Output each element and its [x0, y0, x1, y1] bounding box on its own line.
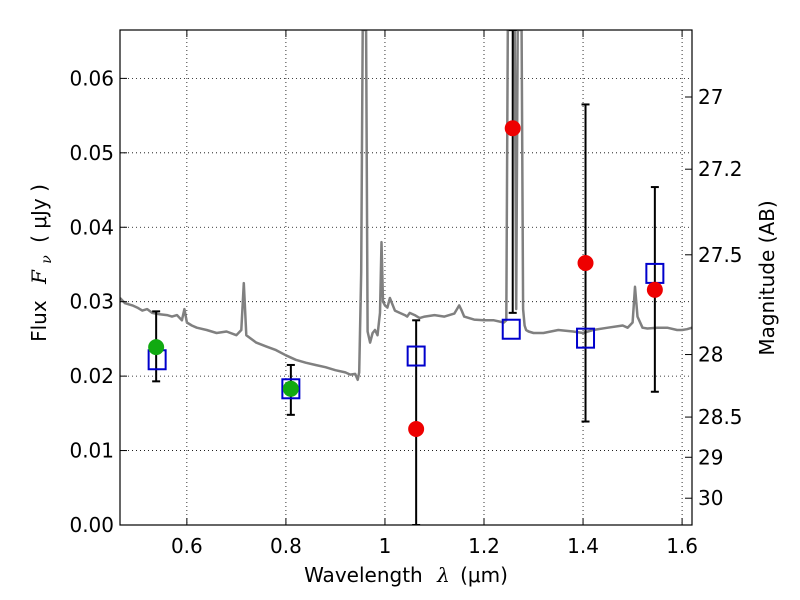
- x-tick-label: 0.6: [171, 534, 203, 558]
- y-axis-label-prefix: Flux: [27, 300, 51, 342]
- model-square: [576, 327, 596, 349]
- y2-tick-label: 28.5: [698, 405, 743, 429]
- x-tick-label: 0.8: [270, 534, 302, 558]
- data-point: [646, 281, 663, 298]
- x-tick-label: 1.4: [567, 534, 599, 558]
- x-axis-label-prefix: Wavelength: [304, 563, 423, 587]
- model-square: [406, 345, 426, 367]
- x-tick-label: 1.2: [468, 534, 500, 558]
- y-axis-label: Flux F ν ( μJy ): [27, 184, 56, 342]
- y-tick-label: 0.00: [69, 513, 114, 537]
- plot-area: [120, 30, 692, 525]
- y2-tick-label: 27: [698, 85, 723, 109]
- y-axis-label-symbol: F: [27, 269, 51, 285]
- x-axis-label: Wavelength λ (μm): [304, 563, 508, 587]
- axis-ticks: [120, 30, 692, 526]
- model-square: [501, 318, 521, 340]
- spectrum-layer: [120, 30, 692, 382]
- y-tick-label: 0.02: [69, 364, 114, 388]
- y-axis-label-unit: ( μJy ): [27, 184, 51, 243]
- x-axis-label-unit: (μm): [460, 563, 508, 587]
- y-tick-label: 0.06: [69, 66, 114, 90]
- data-point: [148, 339, 165, 356]
- y2-tick-label: 30: [698, 486, 723, 510]
- data-point: [408, 420, 425, 437]
- y-tick-label: 0.03: [69, 290, 114, 314]
- grid: [120, 30, 692, 525]
- data-point: [282, 380, 299, 397]
- axis-tick-labels: 0.6 0.8 1 1.2 1.4 1.6 0.00 0.01 0.02 0.03 0.04 0.05…: [69, 66, 742, 558]
- plot-frame: [119, 29, 693, 526]
- data-point: [504, 120, 521, 137]
- model-square: [281, 378, 301, 400]
- y2-tick-label: 29: [698, 445, 723, 469]
- y2-axis-label: Magnitude (AB): [755, 200, 779, 355]
- data-point: [577, 254, 594, 271]
- y2-tick-label: 27.2: [698, 157, 743, 181]
- y-axis-label-subscript: ν: [39, 255, 55, 264]
- x-tick-label: 1.6: [666, 534, 698, 558]
- y-tick-label: 0.05: [69, 141, 114, 165]
- x-tick-label: 1: [379, 534, 392, 558]
- y2-tick-label: 28: [698, 343, 723, 367]
- spectrum-line: [120, 30, 692, 382]
- y-tick-label: 0.04: [69, 215, 114, 239]
- x-axis-label-symbol: λ: [436, 563, 450, 587]
- y2-tick-label: 27.5: [698, 243, 743, 267]
- marker-layer: [147, 120, 665, 437]
- y-tick-label: 0.01: [69, 439, 114, 463]
